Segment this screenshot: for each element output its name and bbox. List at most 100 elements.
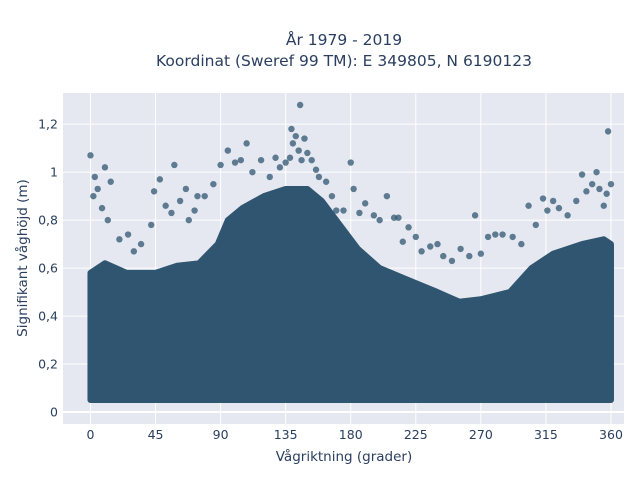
scatter-point [593, 168, 600, 176]
scatter-point [217, 161, 224, 169]
scatter-point [427, 243, 434, 250]
scatter-point [370, 212, 378, 219]
scatter-point [549, 197, 557, 205]
scatter-point [90, 192, 97, 200]
scatter-point [124, 231, 132, 238]
x-tick-label: 135 [274, 427, 298, 442]
scatter-point [231, 159, 239, 166]
y-tick-label: 0,8 [38, 213, 58, 228]
scatter-point [249, 168, 256, 176]
y-tick-label: 0,2 [38, 357, 58, 372]
scatter-point [607, 180, 615, 188]
scatter-point [600, 202, 607, 209]
scatter-point [94, 185, 101, 193]
scatter-point [395, 214, 402, 221]
scatter-point [162, 202, 169, 209]
scatter-point [484, 233, 492, 241]
scatter-point [578, 171, 586, 178]
scatter-point [509, 233, 516, 241]
scatter-point [440, 252, 447, 260]
scatter-point [276, 164, 284, 171]
scatter-point [596, 185, 603, 193]
scatter-point [399, 238, 406, 245]
scatter-point [296, 101, 304, 109]
scatter-point [101, 164, 109, 171]
scatter-point [301, 135, 308, 142]
scatter-point [340, 207, 347, 214]
x-tick-label: 270 [469, 427, 493, 442]
scatter-point [588, 180, 596, 188]
scatter-point [499, 231, 506, 238]
scatter-point [237, 156, 245, 164]
scatter-point [176, 197, 184, 205]
scatter-point [243, 140, 250, 147]
scatter-point [544, 207, 551, 214]
scatter-point [288, 125, 295, 133]
scatter-point [272, 154, 279, 161]
scatter-point [150, 188, 158, 195]
scatter-point [322, 178, 330, 185]
scatter-point [210, 180, 217, 188]
scatter-point [201, 192, 208, 200]
scatter-point [286, 154, 294, 161]
scatter-point [418, 248, 425, 255]
chart-title-line-2: Koordinat (Sweref 99 TM): E 349805, N 61… [156, 52, 532, 70]
scatter-point [168, 209, 175, 217]
scatter-point [171, 161, 178, 169]
scatter-point [333, 207, 340, 214]
x-tick-label: 315 [534, 427, 558, 442]
scatter-point [182, 185, 190, 193]
x-tick-label: 90 [213, 427, 229, 442]
scatter-point [130, 248, 138, 255]
scatter-point [116, 236, 123, 243]
scatter-point [383, 192, 391, 200]
scatter-point [304, 149, 311, 157]
scatter-point [405, 224, 412, 231]
y-tick-label: 1,2 [38, 117, 58, 132]
scatter-point [471, 212, 479, 219]
x-tick-label: 180 [339, 427, 363, 442]
scatter-point [87, 152, 94, 159]
scatter-point [137, 240, 145, 248]
y-axis-title: Signifikant våghöjd (m) [14, 179, 31, 337]
scatter-point [518, 240, 525, 248]
y-tick-label: 0,4 [38, 309, 58, 324]
scatter-point [257, 156, 265, 164]
scatter-point [350, 185, 357, 193]
x-tick-label: 0 [86, 427, 94, 442]
scatter-point [492, 231, 499, 238]
x-axis-title: Vågriktning (grader) [276, 448, 413, 465]
scatter-point [328, 192, 336, 200]
scatter-point [376, 216, 383, 224]
y-tick-label: 0 [50, 405, 58, 420]
y-axis-ticks: 0 0,2 0,4 0,6 0,8 1 1,2 [38, 117, 58, 420]
chart-title-line-1: År 1979 - 2019 [286, 30, 402, 49]
y-tick-label: 0,6 [38, 261, 58, 276]
x-tick-label: 45 [148, 427, 164, 442]
scatter-point [194, 192, 201, 200]
scatter-point [583, 188, 590, 195]
scatter-point [91, 173, 99, 181]
scatter-point [185, 216, 192, 224]
scatter-point [539, 195, 547, 202]
scatter-point [564, 212, 571, 219]
scatter-point [107, 178, 114, 185]
scatter-point [289, 140, 297, 147]
scatter-point [361, 200, 369, 207]
scatter-point [434, 240, 441, 248]
scatter-point [266, 173, 273, 181]
scatter-point [412, 233, 419, 241]
x-tick-label: 225 [404, 427, 428, 442]
scatter-point [315, 173, 323, 181]
scatter-point [312, 166, 320, 173]
scatter-point [356, 209, 363, 217]
scatter-point [532, 221, 540, 229]
scatter-point [308, 156, 315, 164]
x-axis-ticks: 0 45 90 135 180 225 270 315 360 [86, 427, 622, 442]
data-points [87, 101, 615, 265]
scatter-point [98, 204, 106, 212]
dense-point-cloud [87, 185, 614, 404]
x-tick-label: 360 [599, 427, 623, 442]
scatter-point [295, 147, 302, 154]
